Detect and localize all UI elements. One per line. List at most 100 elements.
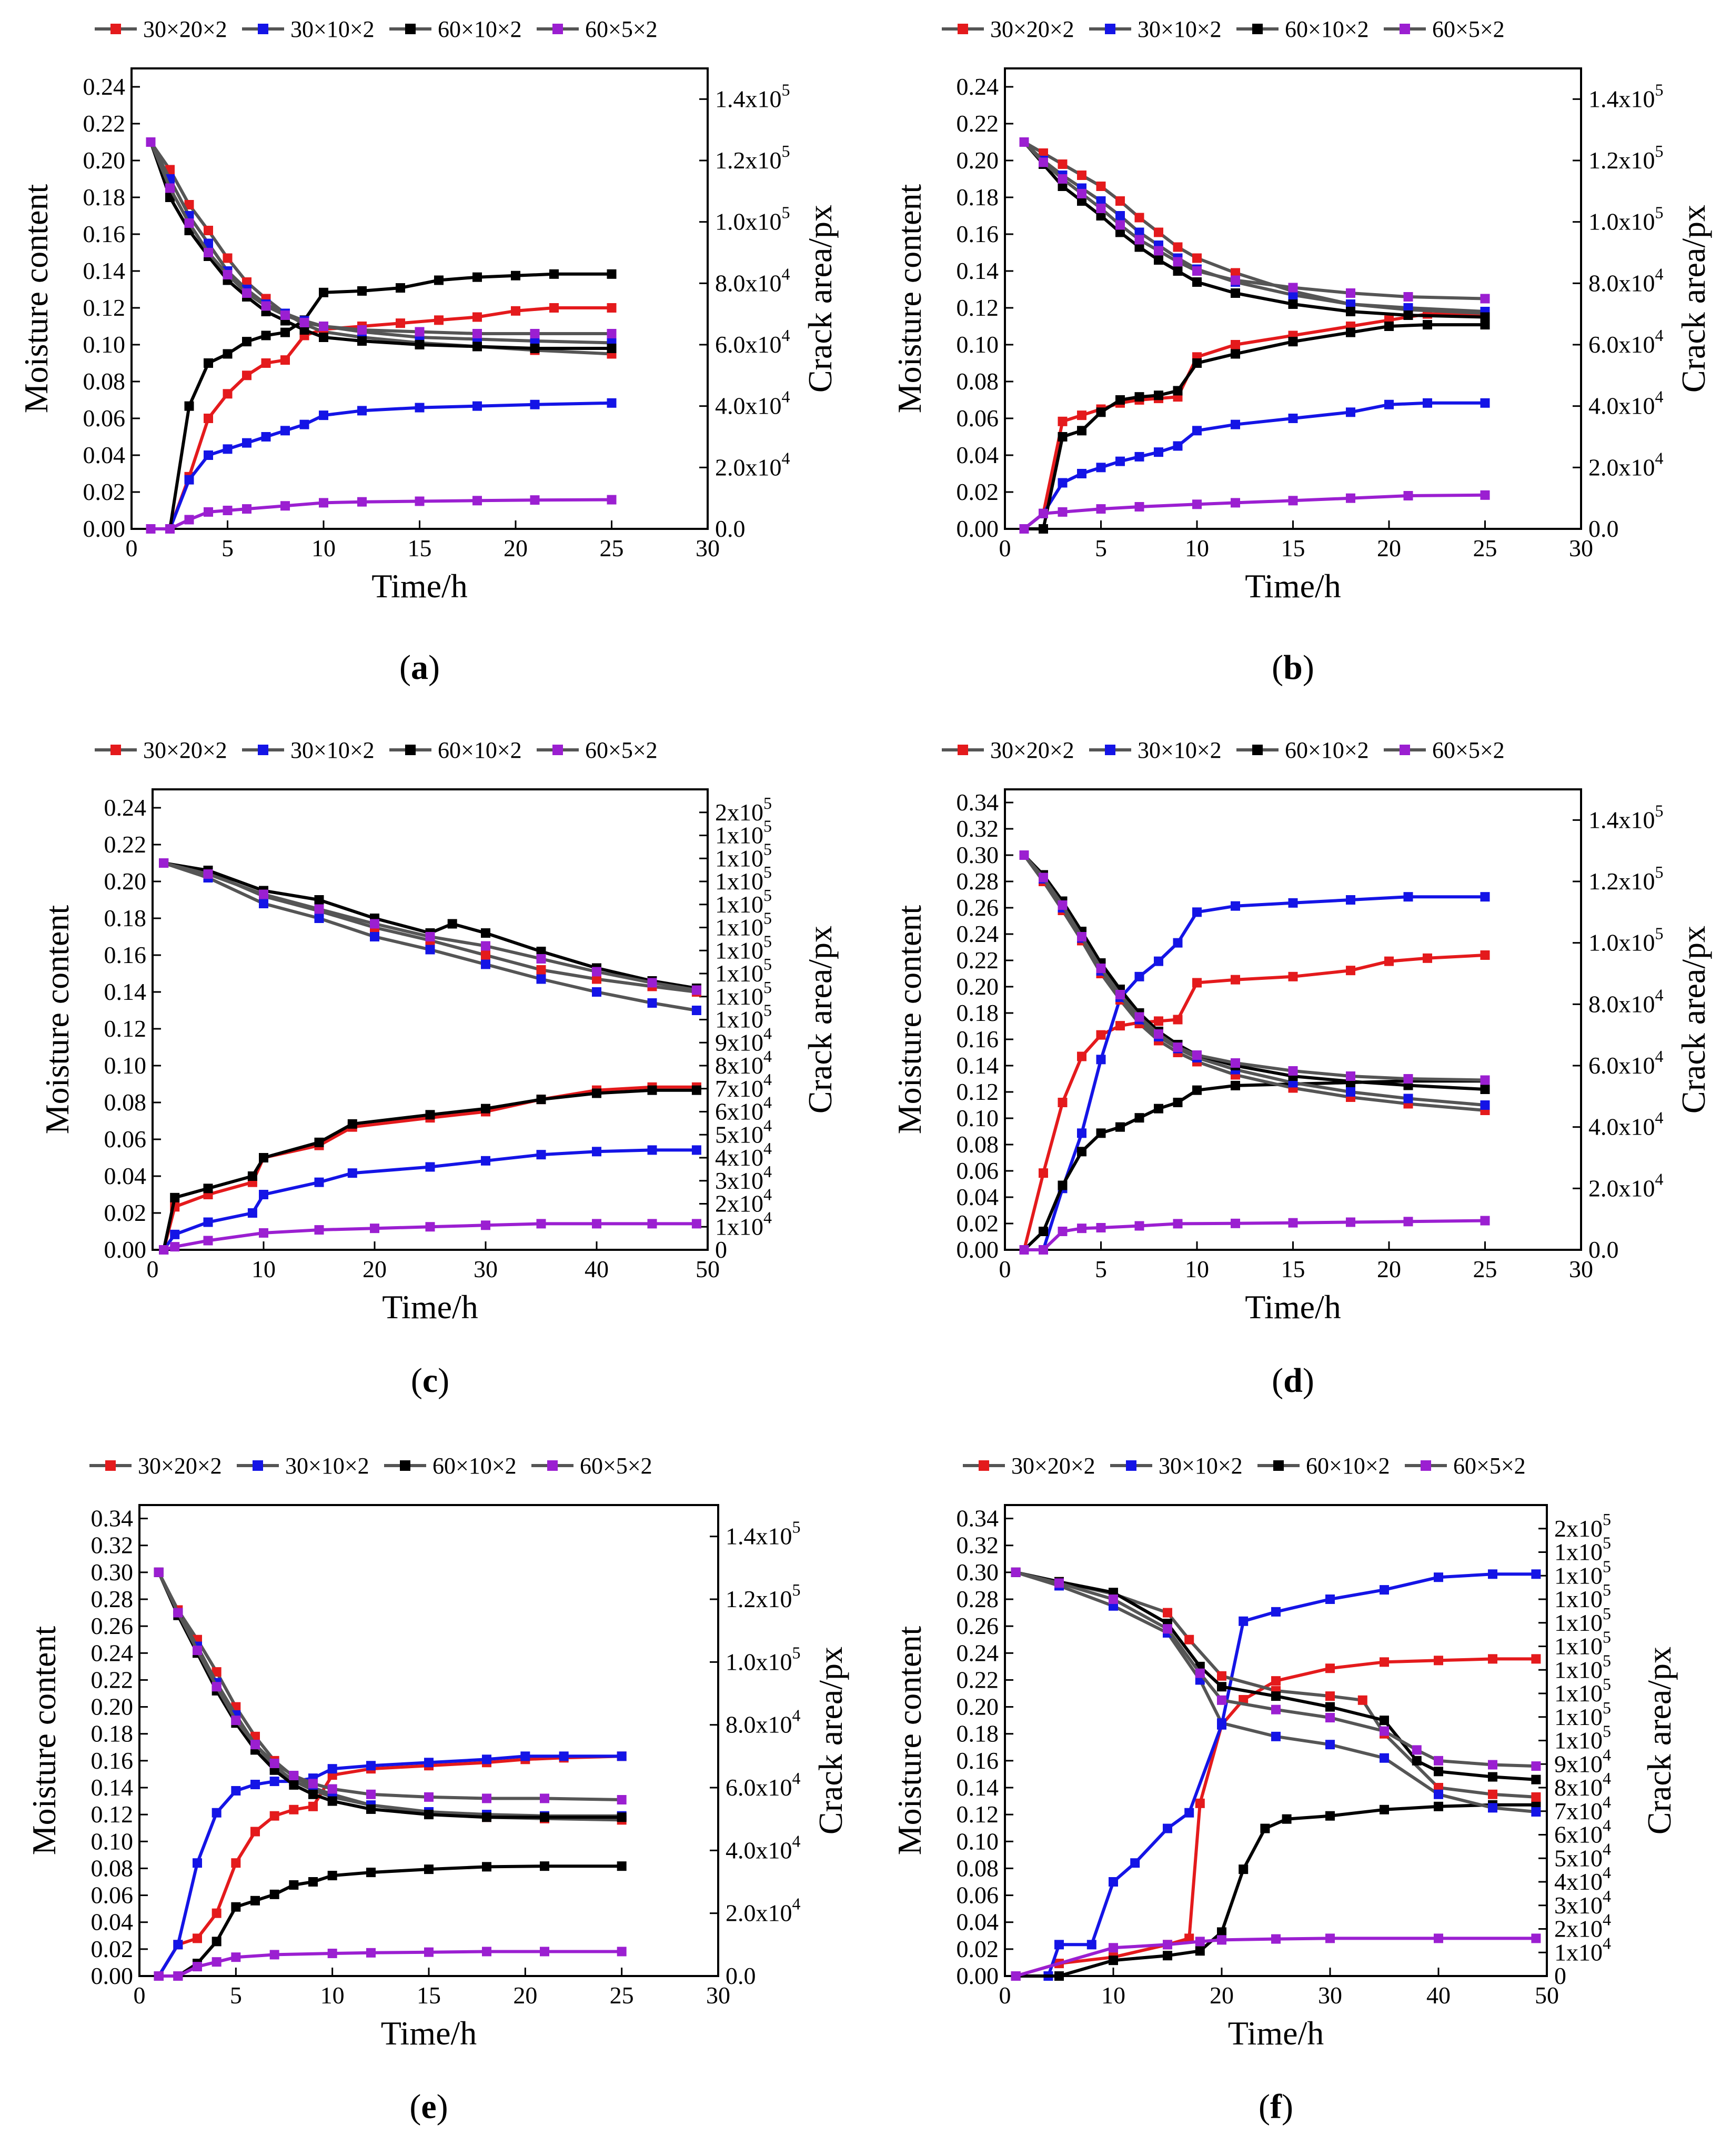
moisture-point bbox=[165, 183, 175, 193]
moisture-point bbox=[1346, 299, 1355, 309]
legend-marker bbox=[1126, 1460, 1136, 1471]
crack-point bbox=[223, 506, 233, 515]
legend-marker bbox=[958, 745, 968, 755]
moisture-series-line bbox=[163, 861, 697, 990]
y2-tick-label: 1x105 bbox=[1554, 1674, 1611, 1707]
moisture-point bbox=[1011, 1567, 1021, 1577]
moisture-point bbox=[415, 340, 425, 349]
moisture-point bbox=[1403, 310, 1413, 320]
moisture-point bbox=[1115, 227, 1125, 237]
moisture-point bbox=[314, 914, 324, 923]
y2-tick-label: 1x105 bbox=[715, 1001, 772, 1033]
crack-point bbox=[1346, 966, 1355, 976]
y2-tick-label: 2.0x104 bbox=[726, 1894, 801, 1927]
chart-panel-c: 0 10 20 30 40 50 0.00 0.02 0.04 0.06 0.08 0.10 0.12 0… bbox=[38, 737, 839, 1400]
y-tick-label: 0.04 bbox=[957, 1184, 999, 1210]
moisture-point bbox=[536, 954, 546, 964]
y-tick-label: 0.08 bbox=[957, 1131, 999, 1158]
y-tick-label: 0.10 bbox=[91, 1828, 134, 1854]
crack-point bbox=[1077, 426, 1086, 436]
y-tick-label: 0.26 bbox=[957, 894, 999, 921]
crack-point bbox=[1239, 1864, 1249, 1874]
moisture-point bbox=[1480, 1085, 1490, 1094]
crack-point bbox=[1058, 507, 1068, 517]
crack-point bbox=[1260, 1823, 1270, 1833]
moisture-point bbox=[1531, 1807, 1541, 1817]
crack-point bbox=[1115, 1021, 1125, 1031]
crack-point bbox=[1096, 407, 1106, 417]
y2-tick-label: 1x105 bbox=[715, 817, 772, 849]
moisture-point bbox=[425, 932, 435, 941]
y-tick-label: 0.06 bbox=[957, 1157, 999, 1184]
crack-point bbox=[357, 406, 367, 416]
legend-label: 30×20×2 bbox=[990, 737, 1074, 763]
y2-tick-label: 1x105 bbox=[715, 978, 772, 1010]
y-tick-label: 0.08 bbox=[83, 368, 126, 395]
panel-caption: (b) bbox=[1272, 648, 1314, 687]
crack-point bbox=[366, 1948, 376, 1958]
crack-point bbox=[1346, 1217, 1355, 1227]
y-tick-label: 0.26 bbox=[91, 1612, 134, 1639]
x-tick-label: 10 bbox=[311, 535, 336, 561]
moisture-point bbox=[530, 344, 540, 353]
legend-label: 60×10×2 bbox=[438, 16, 522, 42]
y-tick-label: 0.00 bbox=[83, 515, 126, 542]
y-tick-label: 0.06 bbox=[91, 1882, 134, 1909]
legend-marker bbox=[1105, 24, 1115, 34]
moisture-point bbox=[617, 1812, 627, 1822]
y-tick-label: 0.20 bbox=[957, 147, 999, 174]
moisture-point bbox=[1488, 1760, 1497, 1770]
moisture-point bbox=[1195, 1668, 1205, 1678]
moisture-point bbox=[159, 858, 169, 868]
moisture-point bbox=[1325, 1740, 1335, 1750]
legend-label: 60×5×2 bbox=[580, 1453, 652, 1479]
moisture-point bbox=[1077, 932, 1086, 941]
moisture-point bbox=[540, 1793, 549, 1803]
crack-point bbox=[269, 1777, 279, 1787]
legend-label: 30×20×2 bbox=[143, 737, 227, 763]
crack-point bbox=[269, 1950, 279, 1960]
moisture-point bbox=[1325, 1702, 1335, 1712]
legend: 30×20×2 30×10×2 60×10×2 60×5×2 bbox=[963, 1453, 1526, 1479]
legend: 30×20×2 30×10×2 60×10×2 60×5×2 bbox=[95, 16, 658, 42]
crack-point bbox=[1163, 1940, 1172, 1950]
moisture-point bbox=[261, 301, 271, 311]
crack-point bbox=[1192, 426, 1202, 436]
legend-label: 30×10×2 bbox=[285, 1453, 369, 1479]
x-tick-label: 15 bbox=[1281, 535, 1305, 561]
legend-label: 60×10×2 bbox=[1285, 737, 1369, 763]
crack-point bbox=[269, 1889, 279, 1899]
crack-point bbox=[347, 1168, 357, 1178]
y-tick-label: 0.24 bbox=[91, 1639, 134, 1666]
y-tick-label: 0.14 bbox=[104, 978, 147, 1005]
crack-point bbox=[289, 1804, 299, 1814]
moisture-point bbox=[1115, 220, 1125, 230]
crack-point bbox=[1231, 340, 1240, 349]
moisture-point bbox=[184, 218, 194, 228]
moisture-point bbox=[173, 1608, 183, 1618]
x-tick-label: 0 bbox=[134, 1982, 146, 2009]
crack-point bbox=[481, 1156, 490, 1166]
moisture-series-line bbox=[157, 1571, 622, 1822]
y-tick-label: 0.04 bbox=[83, 442, 126, 468]
y-tick-label: 0.10 bbox=[83, 331, 126, 358]
y-tick-label: 0.00 bbox=[91, 1962, 134, 1989]
legend-label: 30×10×2 bbox=[1159, 1453, 1243, 1479]
x-axis-label: Time/h bbox=[382, 1288, 478, 1326]
moisture-point bbox=[308, 1779, 318, 1789]
moisture-point bbox=[1488, 1789, 1497, 1799]
moisture-point bbox=[289, 1780, 299, 1790]
y-tick-label: 0.24 bbox=[104, 794, 147, 821]
moisture-point bbox=[424, 1792, 434, 1802]
crack-point bbox=[1195, 1946, 1205, 1956]
moisture-series-line bbox=[1023, 141, 1485, 319]
legend-label: 60×10×2 bbox=[1306, 1453, 1390, 1479]
crack-point bbox=[314, 1225, 324, 1235]
crack-point bbox=[1058, 432, 1068, 442]
crack-point bbox=[1077, 1128, 1086, 1138]
moisture-point bbox=[1173, 1042, 1183, 1052]
crack-point bbox=[472, 272, 482, 282]
crack-point bbox=[261, 358, 271, 368]
crack-point bbox=[327, 1949, 337, 1959]
crack-point bbox=[242, 370, 251, 380]
